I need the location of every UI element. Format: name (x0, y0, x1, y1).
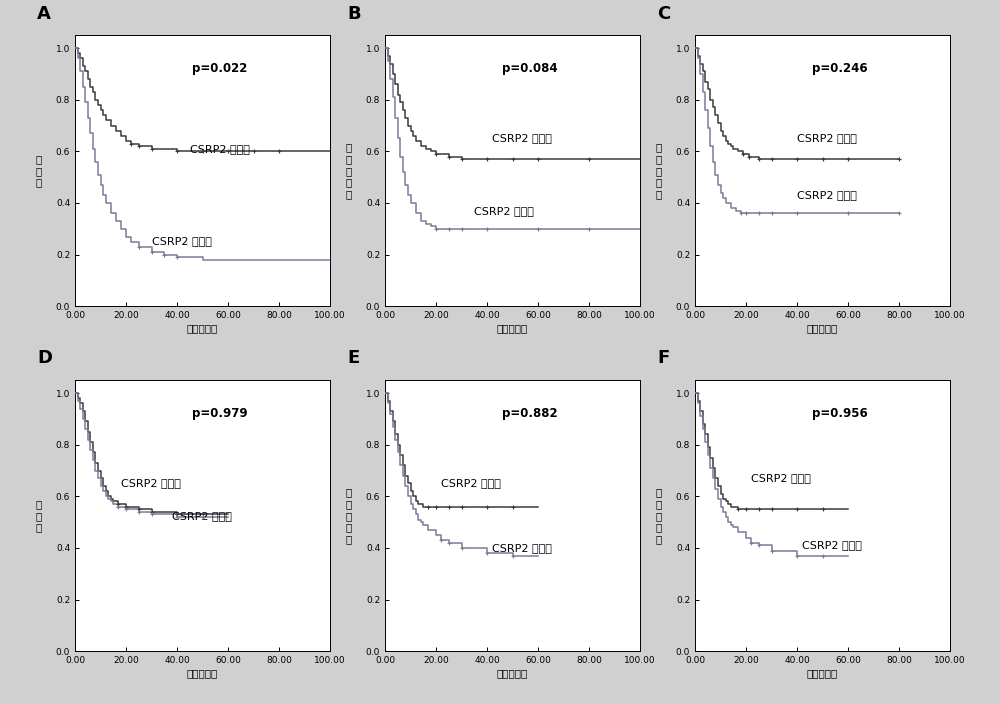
Text: CSRP2 高表达: CSRP2 高表达 (474, 206, 534, 216)
Y-axis label: 无
事
件
生
存: 无 事 件 生 存 (346, 142, 352, 199)
Y-axis label: 总
生
存: 总 生 存 (36, 154, 42, 187)
Text: A: A (37, 4, 51, 23)
Y-axis label: 无
复
发
生
存: 无 复 发 生 存 (656, 487, 662, 544)
Text: B: B (347, 4, 361, 23)
Text: CSRP2 高表达: CSRP2 高表达 (441, 478, 501, 488)
X-axis label: 时间（月）: 时间（月） (497, 668, 528, 678)
Text: C: C (657, 4, 670, 23)
Text: p=0.084: p=0.084 (502, 63, 558, 75)
Text: F: F (657, 349, 669, 367)
Y-axis label: 无
事
件
生
存: 无 事 件 生 存 (346, 487, 352, 544)
X-axis label: 时间（月）: 时间（月） (807, 668, 838, 678)
Text: CSRP2 高表达: CSRP2 高表达 (797, 190, 857, 200)
X-axis label: 时间（月）: 时间（月） (807, 323, 838, 333)
Text: CSRP2 低表达: CSRP2 低表达 (492, 133, 552, 143)
Text: CSRP2 高表达: CSRP2 高表达 (751, 472, 811, 483)
Text: CSRP2 低表达: CSRP2 低表达 (190, 144, 250, 154)
Text: CSRP2 低表达: CSRP2 低表达 (797, 133, 857, 143)
X-axis label: 时间（月）: 时间（月） (497, 323, 528, 333)
Text: E: E (347, 349, 359, 367)
X-axis label: 时间（月）: 时间（月） (187, 668, 218, 678)
Text: CSRP2 低表达: CSRP2 低表达 (492, 543, 552, 553)
Text: p=0.882: p=0.882 (502, 407, 558, 420)
Text: D: D (37, 349, 52, 367)
X-axis label: 时间（月）: 时间（月） (187, 323, 218, 333)
Text: p=0.022: p=0.022 (192, 63, 248, 75)
Text: p=0.956: p=0.956 (812, 407, 868, 420)
Y-axis label: 总
生
存: 总 生 存 (36, 499, 42, 532)
Text: CSRP2 高表达: CSRP2 高表达 (152, 236, 211, 246)
Text: CSRP2 高表达: CSRP2 高表达 (121, 478, 181, 488)
Text: CSRP2 低表达: CSRP2 低表达 (172, 510, 232, 521)
Text: p=0.246: p=0.246 (812, 63, 868, 75)
Y-axis label: 无
复
发
生
存: 无 复 发 生 存 (656, 142, 662, 199)
Text: p=0.979: p=0.979 (192, 407, 248, 420)
Text: CSRP2 低表达: CSRP2 低表达 (802, 541, 862, 551)
